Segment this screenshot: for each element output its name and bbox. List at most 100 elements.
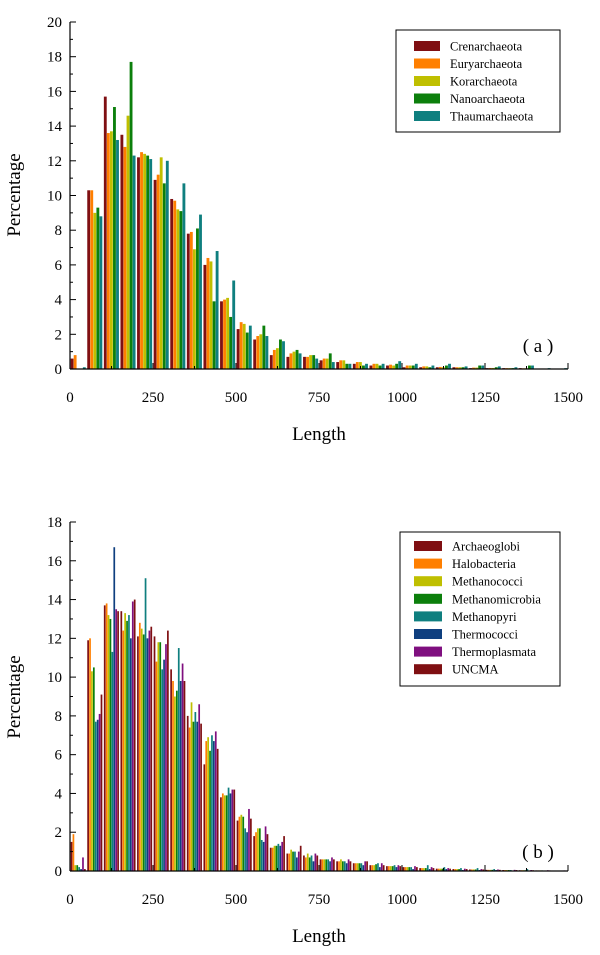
bar-thermoplasmata — [115, 609, 118, 871]
bar-methanococci — [439, 868, 442, 871]
x-tick-label: 1250 — [470, 390, 500, 406]
bar-methanopyri — [327, 859, 330, 871]
bar-methanococci — [257, 828, 259, 871]
bar-uncma — [382, 865, 385, 871]
bar-thermoplasmata — [214, 731, 217, 871]
bar-uncma — [299, 845, 302, 871]
y-axis-title-a: Percentage — [4, 153, 25, 236]
legend-label: Methanococci — [452, 575, 523, 589]
x-tick-label: 1000 — [387, 390, 417, 406]
bar-methanococci — [290, 849, 292, 871]
y-tick-label: 10 — [47, 189, 62, 205]
bar-euryarchaeota — [306, 356, 309, 369]
bar-thaumarchaeota — [215, 251, 219, 369]
bar-uncma — [200, 723, 202, 871]
bar-methanomicrobia — [325, 859, 328, 871]
bars-group-b — [70, 547, 568, 871]
bar-thaumarchaeota — [448, 363, 451, 369]
bar-methanopyri — [227, 787, 230, 871]
bar-halobacteria — [221, 793, 224, 871]
bar-methanomicrobia — [308, 857, 311, 871]
bar-methanococci — [389, 866, 392, 871]
bar-thaumarchaeota — [464, 366, 468, 369]
bar-nanoarchaeota — [295, 349, 299, 369]
bar-euryarchaeota — [189, 231, 193, 369]
bar-halobacteria — [387, 866, 390, 871]
bar-archaeoglobi — [303, 855, 305, 871]
bar-crenarchaeota — [303, 356, 306, 369]
bar-thaumarchaeota — [381, 363, 385, 369]
legend-box-b — [399, 531, 561, 687]
bar-nanoarchaeota — [411, 365, 415, 369]
bar-crenarchaeota — [87, 190, 91, 369]
bar-euryarchaeota — [289, 353, 293, 369]
bar-uncma — [482, 869, 485, 871]
bar-korarchaeota — [209, 261, 213, 369]
legend-a: Crenarchaeota Euryarchaeota Korarchaeota Na… — [395, 29, 561, 133]
bar-thaumarchaeota — [265, 336, 269, 369]
bar-crenarchaeota — [419, 367, 423, 369]
bar-methanomicrobia — [192, 721, 195, 871]
bar-uncma — [416, 867, 418, 871]
bar-euryarchaeota — [472, 367, 475, 369]
bar-thermoplasmata — [447, 868, 450, 871]
bar-nanoarchaeota — [196, 228, 199, 369]
bars-group-a — [70, 61, 568, 370]
y-tick-label: 14 — [47, 119, 63, 135]
legend-items-a: Crenarchaeota Euryarchaeota Korarchaeota Na… — [414, 40, 534, 124]
bar-uncma — [366, 861, 368, 871]
bar-methanopyri — [244, 828, 247, 871]
bar-euryarchaeota — [239, 322, 243, 369]
legend-label: UNCMA — [452, 663, 499, 677]
bar-archaeoglobi — [419, 868, 421, 871]
y-tick-label: 16 — [47, 84, 63, 100]
bar-methanococci — [323, 859, 326, 871]
bar-korarchaeota — [309, 355, 313, 369]
y-tick-label: 8 — [55, 223, 63, 239]
x-tick-label: 1500 — [553, 390, 583, 406]
legend-swatch — [414, 664, 442, 675]
bar-thermoplasmata — [231, 789, 234, 871]
bar-korarchaeota — [275, 348, 279, 369]
bar-methanopyri — [78, 867, 81, 871]
bar-archaeoglobi — [236, 820, 239, 871]
x-tick-label: 1000 — [387, 892, 417, 908]
bar-methanopyri — [294, 851, 296, 871]
bar-archaeoglobi — [70, 841, 73, 871]
legend-label: Thermococci — [452, 628, 518, 642]
bar-halobacteria — [338, 861, 340, 871]
y-tick-label: 4 — [55, 786, 63, 802]
bar-methanococci — [356, 863, 359, 871]
bar-crenarchaeota — [103, 96, 107, 370]
bar-euryarchaeota — [73, 355, 77, 369]
bar-thermococci — [428, 869, 431, 871]
bar-halobacteria — [205, 741, 208, 871]
bar-archaeoglobi — [120, 611, 123, 871]
y-tick-label: 12 — [47, 631, 62, 647]
bar-halobacteria — [454, 869, 457, 871]
bar-nanoarchaeota — [328, 353, 332, 369]
bar-crenarchaeota — [137, 157, 140, 369]
bar-euryarchaeota — [455, 367, 459, 369]
bar-methanomicrobia — [441, 868, 444, 871]
bar-thermococci — [262, 841, 265, 871]
bar-methanomicrobia — [126, 620, 128, 871]
x-tick-label: 1500 — [553, 892, 583, 908]
bar-uncma — [449, 868, 451, 871]
bar-methanomicrobia — [242, 816, 245, 871]
legend-swatch — [414, 593, 442, 604]
y-tick-label: 16 — [47, 554, 63, 570]
bar-thermoplasmata — [281, 841, 284, 871]
bar-methanomicrobia — [474, 869, 477, 871]
bar-uncma — [349, 861, 352, 871]
bar-archaeoglobi — [253, 836, 255, 871]
panel-label-a: ( a ) — [523, 336, 554, 357]
bar-thermoplasmata — [131, 601, 134, 871]
bar-thermococci — [362, 865, 365, 871]
legend-label: Methanomicrobia — [452, 592, 541, 606]
legend-label: Euryarchaeota — [450, 57, 523, 71]
bar-euryarchaeota — [438, 366, 442, 369]
bar-methanopyri — [111, 651, 114, 871]
bar-methanopyri — [161, 669, 164, 871]
bar-euryarchaeota — [405, 365, 409, 369]
